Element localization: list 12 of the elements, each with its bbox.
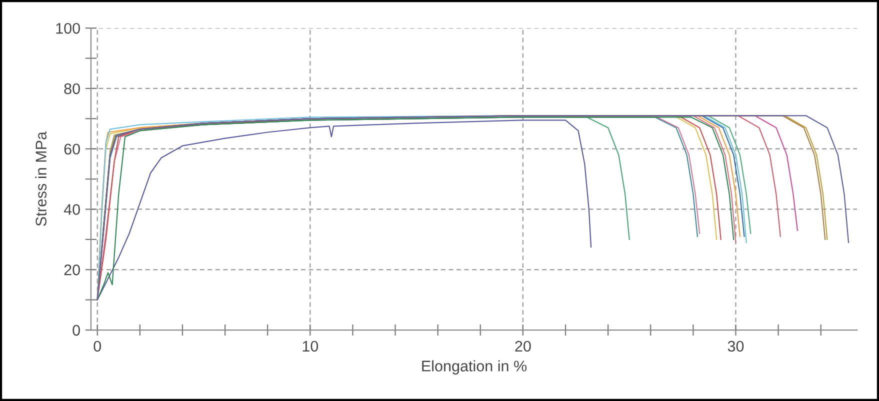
x-axis-title: Elongation in % [422,360,527,374]
y-tick-label: 60 [64,144,80,155]
x-tick-label: 30 [728,340,744,352]
y-axis-title: Stress in MPa [35,132,46,226]
x-tick-label: 0 [94,340,102,352]
x-tick-label: 20 [515,340,531,352]
y-tick-label: 20 [64,264,80,276]
y-tick-label: 80 [64,83,80,94]
y-tick-label: 100 [56,22,80,34]
y-tick-label: 0 [72,324,80,336]
y-tick-label: 40 [64,204,80,215]
x-tick-label: 10 [302,340,318,352]
